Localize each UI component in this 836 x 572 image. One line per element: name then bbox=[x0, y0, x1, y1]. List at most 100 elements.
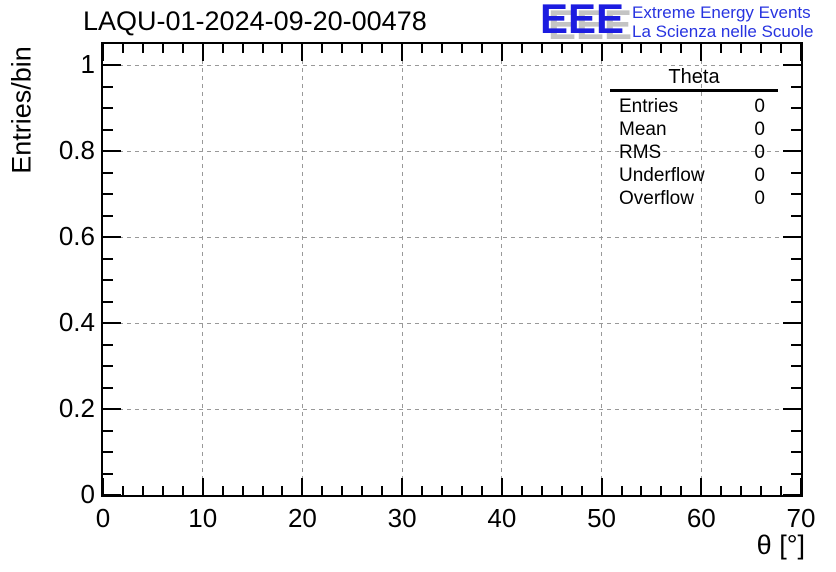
x-axis-tick-mirror bbox=[460, 44, 463, 53]
y-axis-tick bbox=[103, 365, 113, 368]
x-axis-tick-mirror bbox=[261, 44, 264, 53]
y-axis-tick-mirror bbox=[783, 150, 801, 153]
x-axis-tick bbox=[720, 486, 723, 495]
y-axis-tick bbox=[103, 386, 113, 389]
y-axis-tick bbox=[103, 236, 121, 239]
x-tick-label: 40 bbox=[487, 503, 517, 533]
x-axis-tick bbox=[780, 486, 783, 495]
gridline-vertical bbox=[202, 44, 204, 495]
x-axis-tick-mirror bbox=[421, 44, 424, 53]
eee-logo-tagline: Extreme Energy Events La Scienza nelle S… bbox=[632, 2, 813, 41]
y-tick-label: 0.4 bbox=[58, 307, 95, 338]
x-axis-tick bbox=[421, 486, 424, 495]
x-axis-tick bbox=[680, 486, 683, 495]
gridline-vertical bbox=[301, 44, 303, 495]
stats-box-divider bbox=[610, 89, 778, 92]
x-tick-label: 20 bbox=[287, 503, 317, 533]
y-axis-tick-mirror bbox=[783, 408, 801, 411]
y-tick-label: 0.6 bbox=[58, 221, 95, 252]
stats-row-value: 0 bbox=[754, 142, 765, 163]
x-axis-tick bbox=[221, 486, 224, 495]
x-axis-tick-mirror bbox=[700, 44, 703, 61]
y-axis-tick-mirror bbox=[791, 365, 801, 368]
x-axis-tick-mirror bbox=[800, 44, 801, 61]
x-axis-tick-mirror bbox=[121, 44, 124, 53]
x-axis-tick bbox=[181, 486, 184, 495]
y-axis-tick-mirror bbox=[791, 107, 801, 110]
x-tick-label: 30 bbox=[387, 503, 417, 533]
x-axis-tick-mirror bbox=[361, 44, 364, 53]
x-axis-tick-mirror bbox=[241, 44, 244, 53]
gridline-vertical bbox=[700, 44, 702, 495]
x-axis-tick bbox=[540, 486, 543, 495]
y-axis-tick bbox=[103, 322, 121, 325]
x-axis-tick bbox=[281, 486, 284, 495]
x-axis-tick bbox=[141, 486, 144, 495]
y-axis-tick bbox=[103, 171, 113, 174]
y-axis-tick-mirror bbox=[783, 322, 801, 325]
y-axis-tick-mirror bbox=[791, 343, 801, 346]
x-axis-tick-mirror bbox=[161, 44, 164, 53]
y-axis-tick bbox=[103, 300, 113, 303]
y-axis-title: Entries/bin bbox=[6, 46, 37, 174]
y-axis-tick bbox=[103, 150, 121, 153]
stats-row-label: RMS bbox=[619, 142, 662, 163]
y-axis-tick-mirror bbox=[791, 300, 801, 303]
x-axis-tick-mirror bbox=[281, 44, 284, 53]
x-axis-tick bbox=[341, 486, 344, 495]
x-axis-tick-mirror bbox=[780, 44, 783, 53]
x-axis-tick bbox=[441, 486, 444, 495]
gridline-horizontal bbox=[103, 64, 801, 66]
y-axis-tick bbox=[103, 193, 113, 196]
x-axis-tick bbox=[161, 486, 164, 495]
y-axis-tick-mirror bbox=[791, 128, 801, 131]
x-tick-label: 70 bbox=[786, 503, 816, 533]
y-axis-tick-mirror bbox=[791, 257, 801, 260]
stats-row: Underflow 0 bbox=[619, 164, 765, 187]
x-axis-tick-mirror bbox=[760, 44, 763, 53]
gridline-vertical bbox=[601, 44, 603, 495]
x-axis-tick bbox=[401, 478, 404, 495]
y-tick-label: 0.8 bbox=[58, 135, 95, 166]
y-axis-tick-mirror bbox=[791, 279, 801, 282]
x-tick-label: 50 bbox=[587, 503, 617, 533]
y-axis-tick-mirror bbox=[791, 214, 801, 217]
x-axis-tick bbox=[660, 486, 663, 495]
x-axis-tick-mirror bbox=[301, 44, 304, 61]
x-axis-tick bbox=[620, 486, 623, 495]
plot-title: LAQU-01-2024-09-20-00478 bbox=[83, 6, 427, 36]
stats-box: Theta Entries 0 Mean 0 RMS 0 Underflow 0 Overflo… bbox=[610, 67, 778, 210]
y-axis-tick-mirror bbox=[791, 85, 801, 88]
x-axis-tick bbox=[301, 478, 304, 495]
stats-row: Entries 0 bbox=[619, 95, 765, 118]
y-axis-tick-mirror bbox=[783, 64, 801, 67]
stats-row-value: 0 bbox=[754, 165, 765, 186]
y-axis-tick-mirror bbox=[791, 386, 801, 389]
y-axis-tick bbox=[103, 408, 121, 411]
stats-box-rows: Entries 0 Mean 0 RMS 0 Underflow 0 Overflow 0 bbox=[610, 92, 778, 210]
x-axis-tick bbox=[740, 486, 743, 495]
x-axis-tick bbox=[201, 478, 204, 495]
x-axis-tick-mirror bbox=[321, 44, 324, 53]
y-axis-tick bbox=[103, 429, 113, 432]
x-axis-tick-mirror bbox=[221, 44, 224, 53]
eee-logo-tagline-line2: La Scienza nelle Scuole bbox=[632, 22, 814, 41]
eee-logo-tagline-line1: Extreme Energy Events bbox=[632, 3, 811, 22]
x-tick-label: 0 bbox=[95, 503, 111, 533]
gridline-horizontal bbox=[103, 236, 801, 238]
x-axis-tick-mirror bbox=[680, 44, 683, 53]
gridline-vertical bbox=[401, 44, 403, 495]
y-axis-tick bbox=[103, 107, 113, 110]
y-axis-tick bbox=[103, 472, 113, 475]
y-axis-tick-mirror bbox=[791, 171, 801, 174]
x-axis-tick-mirror bbox=[480, 44, 483, 53]
y-axis-tick bbox=[103, 64, 121, 67]
gridline-horizontal bbox=[103, 408, 801, 410]
x-axis-tick-mirror bbox=[141, 44, 144, 53]
x-axis-tick bbox=[121, 486, 124, 495]
x-axis-tick bbox=[241, 486, 244, 495]
x-axis-tick bbox=[103, 478, 104, 495]
x-axis-tick bbox=[760, 486, 763, 495]
y-axis-tick bbox=[103, 214, 113, 217]
y-axis-tick bbox=[103, 279, 113, 282]
